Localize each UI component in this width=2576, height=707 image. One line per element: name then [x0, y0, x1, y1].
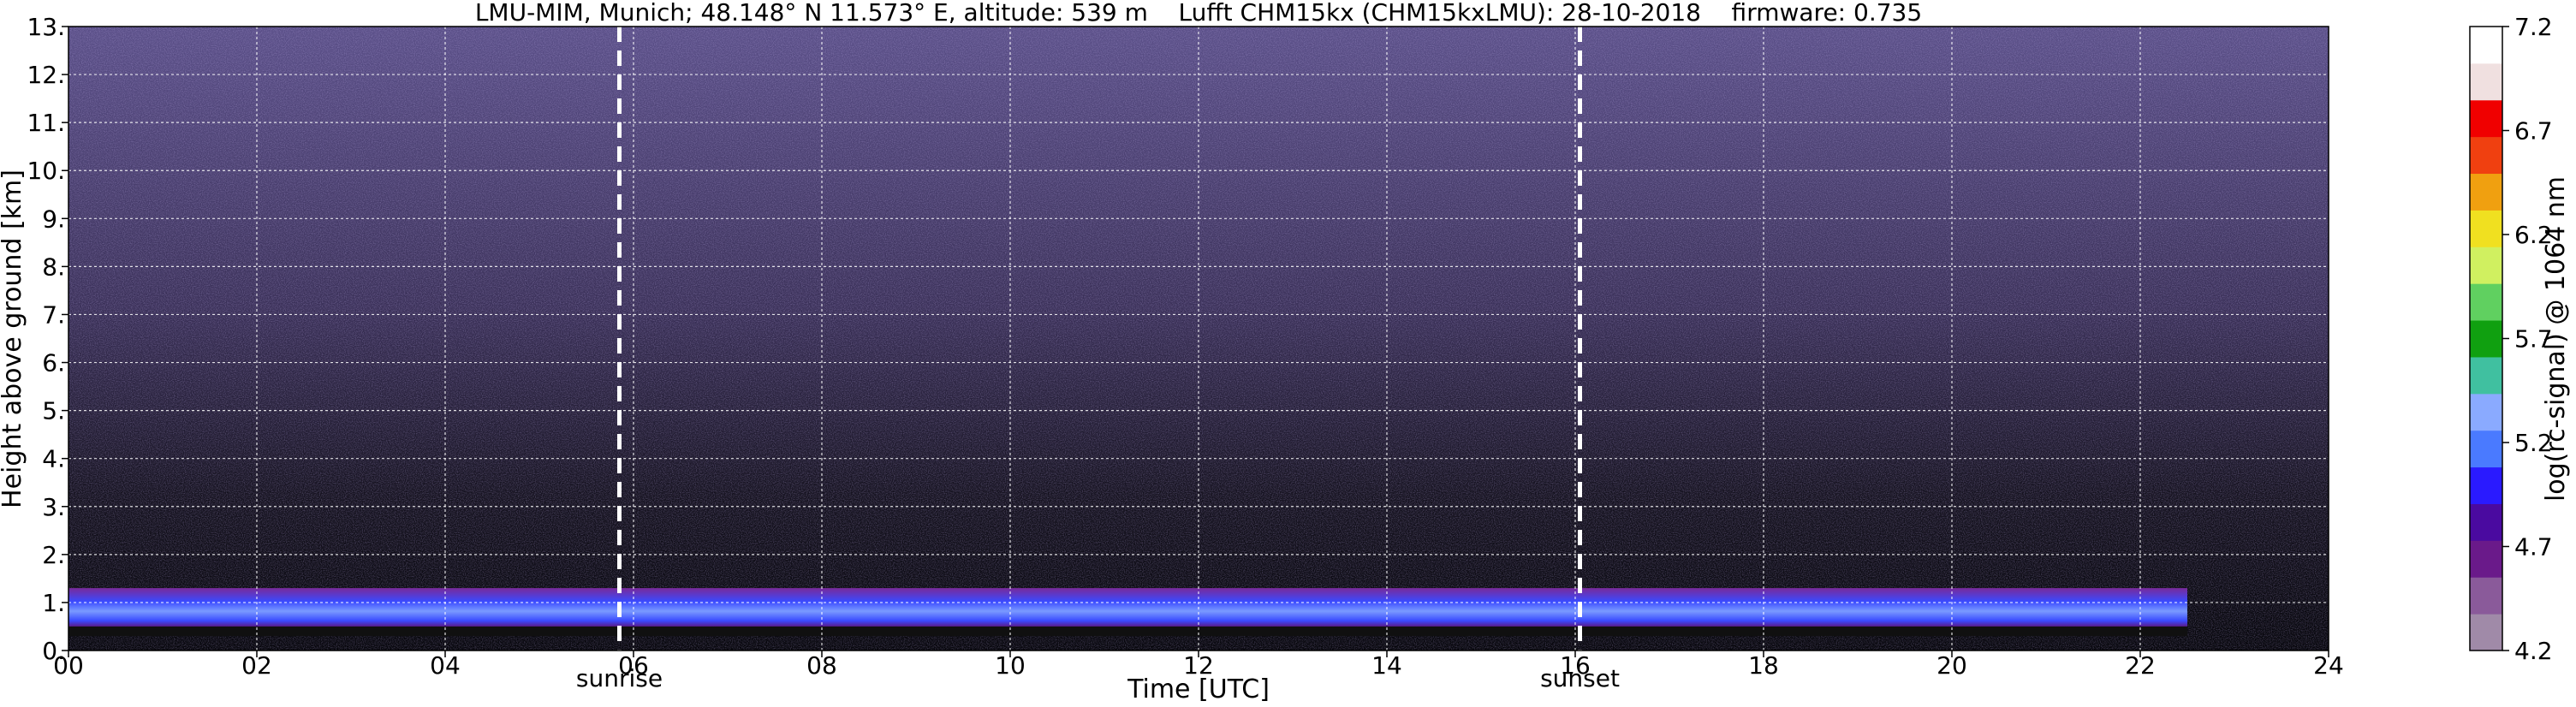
colorbar-segment-0 [2470, 614, 2502, 651]
sunset-label: sunset [1540, 664, 1620, 692]
x-tick-label-1: 02 [241, 651, 272, 680]
colorbar-tick-label-5: 6.7 [2514, 117, 2553, 146]
colorbar-segment-5 [2470, 430, 2502, 468]
x-axis-label: Time [UTC] [1127, 674, 1270, 704]
y-tick-label-9: 9. [42, 205, 65, 233]
x-tick-label-7: 14 [1371, 651, 1402, 680]
y-tick-label-8: 8. [42, 253, 65, 281]
colorbar-segment-6 [2470, 393, 2502, 431]
colorbar-segment-3 [2470, 503, 2502, 541]
chart-title: LMU-MIM, Munich; 48.148° N 11.573° E, al… [475, 0, 1922, 27]
event-lines: sunrise sunset [576, 27, 1620, 692]
colorbar-segment-12 [2470, 173, 2502, 211]
colorbar-segment-10 [2470, 247, 2502, 284]
sunrise-label: sunrise [576, 664, 663, 692]
colorbar-segment-15 [2470, 62, 2502, 101]
colorbar-tick-label-1: 4.7 [2514, 533, 2553, 561]
colorbar-tick-label-3: 5.7 [2514, 325, 2553, 354]
colorbar-segment-4 [2470, 466, 2502, 504]
y-tick-label-1: 1. [42, 589, 65, 617]
y-tick-label-13: 13. [27, 13, 65, 41]
y-axis: 0. 1. 2. 3. 4. 5. 6. 7. 8. 9. 10. 11. 12. 13. [27, 13, 68, 665]
surface-layer-0 [68, 626, 2187, 637]
grid [68, 27, 2329, 651]
colorbar-segment-14 [2470, 99, 2502, 138]
aerosol-layers [68, 588, 2187, 637]
y-tick-label-4: 4. [42, 445, 65, 473]
colorbar-tick-label-4: 6.2 [2514, 221, 2553, 249]
x-tick-label-5: 10 [995, 651, 1026, 680]
y-tick-label-6: 6. [42, 349, 65, 377]
y-tick-label-2: 2. [42, 541, 65, 569]
colorbar-segment-7 [2470, 356, 2502, 395]
colorbar: 4.2 4.7 5.2 5.7 6.2 6.7 7.2 [2469, 13, 2553, 665]
x-tick-label-0: 00 [53, 651, 84, 680]
x-tick-label-8: 16 [1560, 651, 1591, 680]
colorbar-segment-8 [2470, 320, 2502, 358]
colorbar-tick-label-2: 5.2 [2514, 429, 2553, 457]
x-tick-label-2: 04 [430, 651, 461, 680]
colorbar-segment-9 [2470, 283, 2502, 321]
x-tick-label-3: 06 [618, 651, 649, 680]
colorbar-segment-1 [2470, 577, 2502, 615]
x-tick-label-9: 18 [1748, 651, 1779, 680]
colorbar-segment-2 [2470, 540, 2502, 578]
y-tick-label-5: 5. [42, 397, 65, 425]
x-tick-label-6: 12 [1183, 651, 1214, 680]
colorbar-segment-16 [2470, 27, 2502, 64]
x-tick-label-10: 20 [1936, 651, 1967, 680]
y-tick-label-12: 12. [27, 61, 65, 89]
colorbar-label: log(rc-signal) @ 1064 nm [2541, 176, 2571, 502]
colorbar-tick-label-0: 4.2 [2514, 637, 2553, 665]
aerosol-layer-0 [68, 588, 2187, 627]
x-tick-label-4: 08 [806, 651, 837, 680]
y-tick-label-0: 0. [42, 637, 65, 665]
y-tick-label-3: 3. [42, 493, 65, 521]
colorbar-segment-11 [2470, 210, 2502, 247]
y-tick-label-7: 7. [42, 300, 65, 329]
colorbar-segment-13 [2470, 136, 2502, 175]
y-axis-label: Height above ground [km] [0, 169, 27, 508]
x-tick-label-11: 22 [2125, 651, 2156, 680]
y-tick-label-11: 11. [27, 109, 65, 137]
x-tick-label-12: 24 [2313, 651, 2344, 680]
y-tick-label-10: 10. [27, 157, 65, 185]
x-axis: 00 02 04 06 08 10 12 14 16 18 20 22 24 [53, 651, 2344, 680]
colorbar-tick-label-6: 7.2 [2514, 13, 2553, 41]
